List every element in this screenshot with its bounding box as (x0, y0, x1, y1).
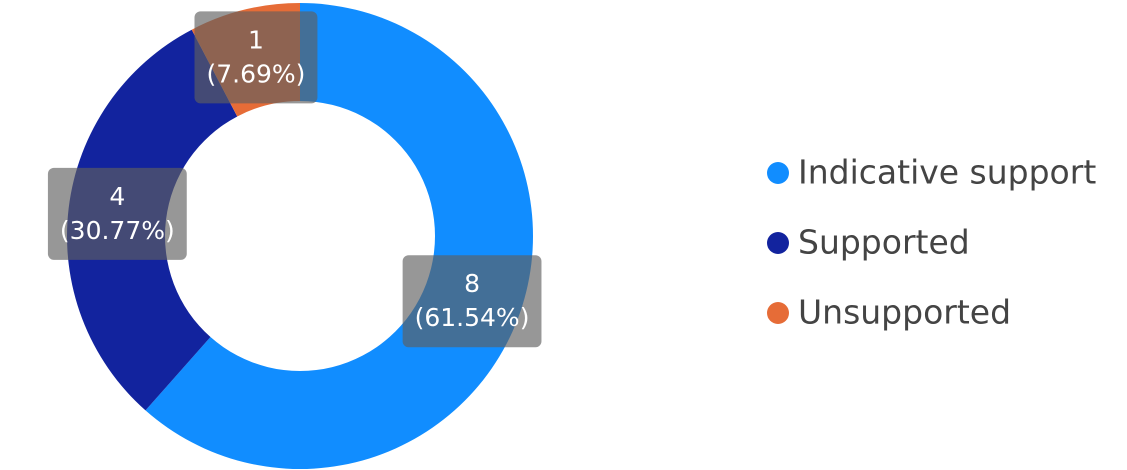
label-percent: (61.54%) (415, 303, 530, 332)
label-box (402, 255, 542, 348)
label-percent: (30.77%) (60, 216, 175, 245)
label-value: 1 (248, 25, 264, 54)
data-label: 1 (7.69%) (194, 11, 318, 104)
label-box (194, 11, 318, 104)
label-box (47, 167, 187, 260)
legend-marker (767, 232, 789, 254)
data-label: 4 (30.77%) (47, 167, 187, 260)
donut-slice (145, 3, 534, 469)
legend-marker (767, 162, 789, 184)
legend-marker (767, 302, 789, 324)
legend-label: Unsupported (798, 293, 1011, 332)
legend-label: Indicative support (798, 153, 1096, 192)
data-label: 8 (61.54%) (402, 255, 542, 348)
legend-label: Supported (798, 223, 970, 262)
label-value: 4 (109, 182, 125, 211)
label-value: 8 (464, 269, 480, 298)
label-percent: (7.69%) (206, 59, 305, 88)
